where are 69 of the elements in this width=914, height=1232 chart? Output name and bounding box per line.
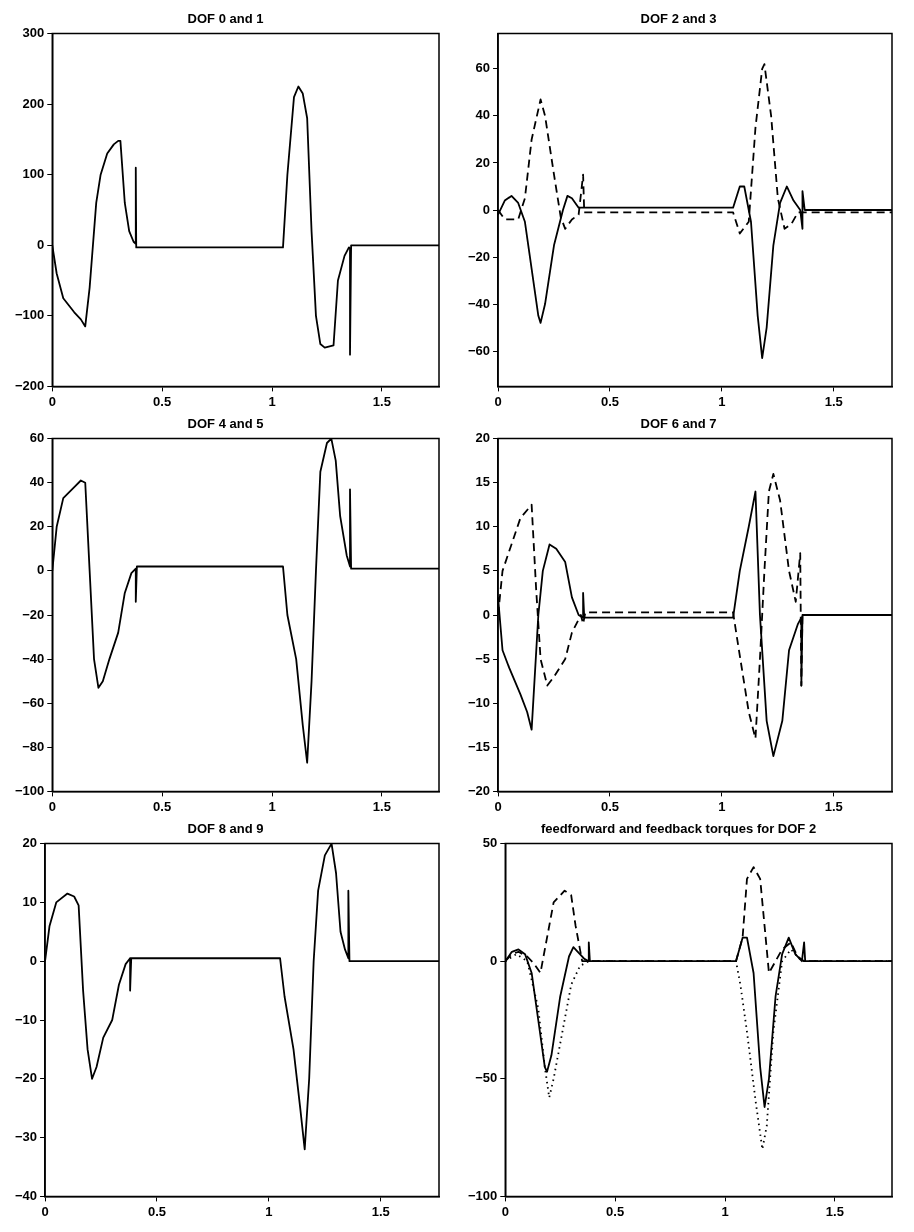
y-tick-label: −40: [467, 295, 491, 311]
x-tick-label: 0.5: [153, 393, 172, 409]
x-tick-label: 0.5: [153, 798, 172, 814]
y-tick-label: −50: [475, 1070, 498, 1086]
y-tick-label: −60: [22, 694, 45, 710]
y-tick-label: 20: [22, 835, 38, 851]
y-tick-label: 10: [22, 893, 38, 909]
y-tick-label: −40: [22, 650, 45, 666]
y-tick-label: 300: [22, 25, 45, 41]
chart-title: DOF 2 and 3: [640, 11, 717, 27]
y-tick-label: −100: [14, 307, 45, 323]
x-tick-label: 1: [721, 1203, 729, 1219]
y-tick-label: 0: [482, 606, 491, 622]
y-tick-label: 40: [475, 107, 491, 123]
x-tick-label: 0.5: [600, 393, 620, 409]
y-tick-label: −20: [467, 782, 491, 798]
x-tick-label: 1.5: [371, 1203, 390, 1219]
y-tick-label: 40: [29, 474, 45, 490]
y-tick-label: 100: [22, 166, 45, 182]
x-tick-label: 1: [265, 1203, 273, 1219]
y-tick-label: −60: [467, 342, 491, 358]
x-tick-label: 1.5: [824, 798, 843, 814]
y-tick-label: −40: [14, 1187, 38, 1203]
y-tick-label: 10: [475, 518, 491, 534]
y-tick-label: −10: [14, 1011, 38, 1027]
y-tick-label: 5: [482, 562, 491, 578]
y-tick-label: 0: [37, 236, 45, 252]
x-tick-label: 1: [268, 798, 276, 814]
y-tick-label: −5: [475, 650, 491, 666]
y-tick-label: 50: [482, 835, 498, 851]
chart-title: DOF 6 and 7: [640, 416, 717, 432]
y-tick-label: 20: [475, 154, 491, 170]
x-tick-label: 0.5: [147, 1203, 167, 1219]
y-tick-label: −100: [467, 1187, 498, 1203]
y-tick-label: 0: [482, 201, 491, 217]
y-tick-label: −200: [14, 377, 45, 393]
x-tick-label: 0: [501, 1203, 509, 1219]
y-tick-label: −20: [14, 1070, 38, 1086]
y-tick-label: 20: [475, 430, 491, 446]
y-tick-label: −10: [467, 694, 491, 710]
y-tick-label: −20: [467, 248, 491, 264]
y-tick-label: 200: [22, 95, 45, 111]
x-tick-label: 0.5: [600, 798, 620, 814]
chart-title: DOF 4 and 5: [187, 416, 264, 432]
y-tick-label: 0: [29, 952, 38, 968]
x-tick-label: 1.5: [372, 393, 391, 409]
x-tick-label: 0: [48, 798, 56, 814]
y-tick-label: −15: [467, 738, 491, 754]
x-tick-label: 1.5: [824, 393, 843, 409]
y-tick-label: 60: [475, 60, 491, 76]
y-tick-label: −30: [14, 1129, 38, 1145]
y-tick-label: 15: [475, 474, 491, 490]
x-tick-label: 1.5: [372, 798, 391, 814]
x-tick-label: 1.5: [825, 1203, 844, 1219]
x-tick-label: 1: [718, 393, 726, 409]
x-tick-label: 1: [268, 393, 276, 409]
chart-title: feedforward and feedback torques for DOF 2: [540, 821, 817, 837]
y-tick-label: 60: [29, 430, 45, 446]
x-tick-label: 0.5: [606, 1203, 625, 1219]
y-tick-label: 20: [29, 518, 45, 534]
x-tick-label: 1: [718, 798, 726, 814]
y-tick-label: −80: [22, 738, 45, 754]
x-tick-label: 0: [48, 393, 56, 409]
y-tick-label: 0: [37, 562, 45, 578]
chart-title: DOF 0 and 1: [187, 11, 264, 27]
y-tick-label: −100: [14, 782, 45, 798]
chart-title: DOF 8 and 9: [187, 821, 264, 837]
y-tick-label: −20: [22, 606, 45, 622]
y-tick-label: 0: [490, 952, 498, 968]
